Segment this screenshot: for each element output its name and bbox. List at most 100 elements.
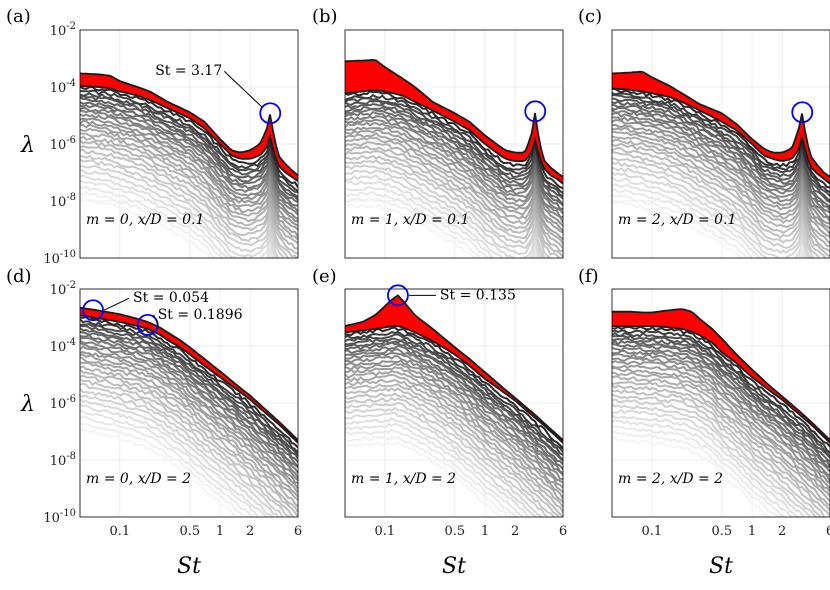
panel-b: m = 1, x/D = 0.1 (b) [312, 6, 564, 259]
eigenvalue-curve [80, 378, 295, 517]
axes-frame [79, 29, 299, 259]
y-tick-base: 10 [50, 24, 67, 39]
eigenvalue-curve [80, 318, 298, 454]
y-axis-label: λ [20, 392, 35, 417]
eigenvalue-curve [612, 119, 830, 225]
eigenvalue-curve [80, 92, 298, 194]
eigenvalue-curve [612, 384, 830, 517]
eigenvalue-curve [345, 118, 563, 223]
panel-label: (b) [312, 6, 338, 27]
eigenvalue-curve [80, 323, 298, 457]
panel-caption: m = 2, x/D = 0.1 [618, 212, 736, 228]
x-tick-label: 6 [559, 524, 567, 539]
eigenvalue-curve [345, 401, 549, 517]
eigenvalue-curve [612, 126, 830, 236]
x-tick-label: 0.5 [445, 524, 466, 539]
annotation-arrow [223, 70, 263, 108]
panel-caption: m = 0, x/D = 2 [86, 471, 191, 487]
eigenvalue-curve [345, 110, 563, 215]
y-tick-base: 10 [43, 252, 60, 267]
eigenvalue-curve [612, 130, 830, 238]
lambda1-curve [612, 308, 830, 441]
eigenvalue-curve [345, 378, 563, 508]
lambda2-curve [80, 84, 298, 182]
eigenvalue-curve [345, 132, 563, 240]
eigenvalue-curve [80, 135, 298, 245]
eigenvalue-curve [80, 132, 298, 241]
eigenvalue-curve [345, 387, 563, 517]
leading-gap-band [612, 309, 830, 443]
eigenvalue-curve [612, 356, 830, 484]
eigenvalue-curve [80, 119, 298, 227]
eigenvalue-curve [345, 392, 560, 517]
highlight-circle [524, 100, 547, 123]
leading-gap-band [80, 73, 298, 182]
eigenvalue-curve [345, 382, 563, 514]
eigenvalue-curve [345, 126, 563, 232]
y-tick-exponent: -10 [60, 249, 76, 260]
eigenvalue-curve [80, 89, 298, 192]
eigenvalue-curve [80, 341, 298, 482]
eigenvalue-curve [612, 339, 830, 468]
y-tick-base: 10 [50, 340, 67, 355]
eigenvalue-curve [80, 337, 298, 474]
x-tick-label: 1 [748, 524, 756, 539]
eigenvalue-curve [80, 169, 278, 258]
eigenvalue-curve [612, 367, 830, 498]
panel-label: (d) [6, 266, 32, 287]
eigenvalue-curve [612, 87, 830, 189]
eigenvalue-curve [345, 366, 563, 493]
eigenvalue-curve [612, 408, 806, 517]
x-tick-label: 2 [778, 524, 786, 539]
eigenvalue-curve [612, 371, 830, 502]
eigenvalue-curve [345, 341, 563, 466]
eigenvalue-curve [612, 359, 830, 489]
eigenvalue-curve [80, 144, 298, 255]
eigenvalue-curve [612, 393, 823, 517]
eigenvalue-curve [80, 127, 298, 238]
eigenvalue-curve [345, 154, 562, 258]
highlight-circle [791, 101, 814, 124]
eigenvalue-curve [612, 388, 827, 517]
eigenvalue-curve [612, 419, 794, 517]
plot-area [80, 72, 298, 258]
eigenvalue-curve [345, 326, 563, 450]
eigenvalue-curve [612, 157, 821, 258]
eigenvalue-curve [612, 171, 809, 258]
y-tick-exponent: -8 [66, 192, 76, 203]
x-tick-label: 0.5 [712, 524, 733, 539]
eigenvalue-curve [612, 123, 830, 230]
lambda2-curve [345, 88, 563, 185]
eigenvalue-curve [612, 176, 808, 258]
x-tick-label: 2 [511, 524, 519, 539]
eigenvalue-curve [80, 154, 290, 258]
eigenvalue-curve [345, 129, 563, 234]
axes-frame [611, 288, 830, 518]
y-tick-exponent: -10 [60, 508, 76, 519]
x-tick-label: 0.5 [180, 524, 201, 539]
eigenvalue-curve [612, 194, 749, 258]
lambda2-curve [345, 325, 563, 444]
eigenvalue-curve [345, 435, 511, 517]
lambda1-curve [612, 70, 830, 178]
highlight-circle [82, 299, 104, 322]
eigenvalue-curve [345, 186, 539, 258]
eigenvalue-curve [345, 362, 563, 489]
eigenvalue-curve [612, 111, 830, 219]
leading-gap-band [612, 71, 830, 184]
eigenvalue-curve [80, 106, 298, 213]
eigenvalue-curve [345, 337, 563, 461]
y-tick-label: 10-8 [50, 192, 76, 210]
eigenvalue-curve [612, 103, 830, 209]
y-tick-base: 10 [50, 195, 67, 210]
lambda2-curve [612, 325, 830, 444]
eigenvalue-curve [80, 104, 298, 207]
eigenvalue-curve [80, 117, 298, 223]
eigenvalue-curve [345, 191, 537, 258]
eigenvalue-curve [612, 161, 815, 258]
eigenvalue-curve [612, 188, 805, 258]
eigenvalue-curve [612, 334, 830, 459]
eigenvalue-curve [80, 353, 298, 494]
eigenvalue-curve [345, 136, 563, 245]
